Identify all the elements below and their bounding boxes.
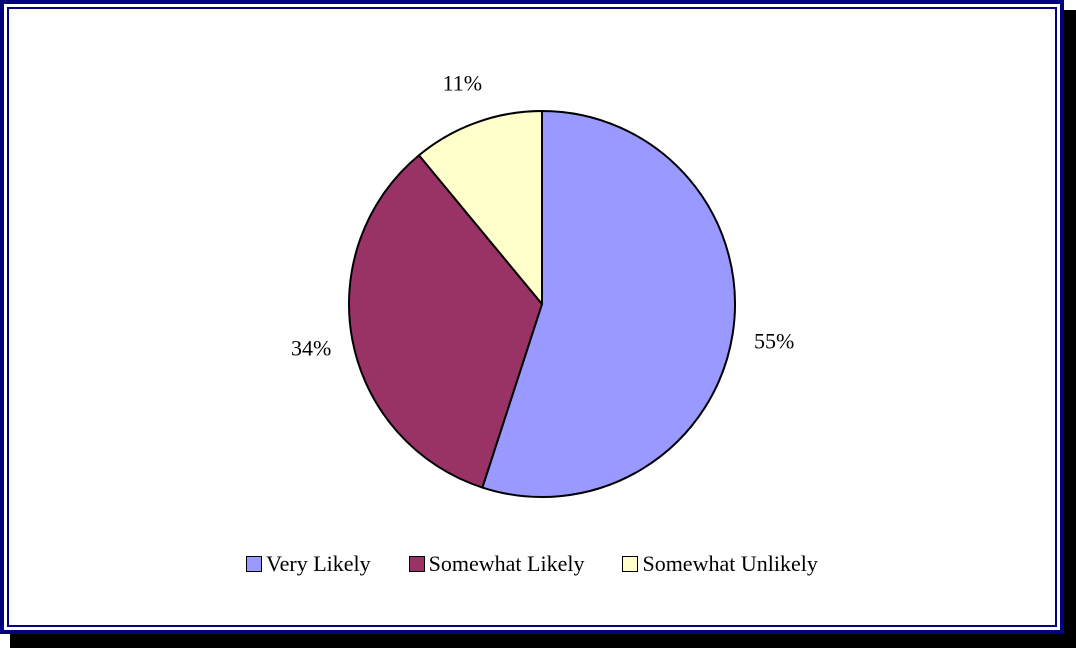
data-label-somewhat-likely: 34% bbox=[291, 336, 331, 361]
legend-label-very-likely: Very Likely bbox=[266, 551, 371, 576]
chart-area: 55% 34% 11% Very Likely Somewhat Likely So… bbox=[7, 7, 1057, 627]
legend-item-somewhat-unlikely: Somewhat Unlikely bbox=[622, 551, 818, 577]
legend-label-somewhat-unlikely: Somewhat Unlikely bbox=[642, 551, 818, 576]
data-label-very-likely: 55% bbox=[754, 328, 794, 353]
chart-frame: 55% 34% 11% Very Likely Somewhat Likely So… bbox=[0, 0, 1064, 634]
legend-label-somewhat-likely: Somewhat Likely bbox=[428, 551, 585, 576]
pie-slice-somewhat-unlikely bbox=[417, 110, 543, 305]
data-label-somewhat-unlikely: 11% bbox=[443, 70, 483, 95]
pie-slice-very-likely bbox=[481, 110, 736, 498]
legend-swatch-somewhat-unlikely bbox=[622, 556, 639, 572]
legend-swatch-somewhat-likely bbox=[408, 556, 425, 572]
pie-slice-somewhat-likely bbox=[348, 154, 543, 489]
legend-item-very-likely: Very Likely bbox=[246, 551, 371, 577]
legend-swatch-very-likely bbox=[246, 556, 263, 572]
legend: Very Likely Somewhat Likely Somewhat Unl… bbox=[9, 551, 1055, 577]
pie-chart: 55% 34% 11% bbox=[291, 70, 794, 498]
legend-item-somewhat-likely: Somewhat Likely bbox=[408, 551, 585, 577]
